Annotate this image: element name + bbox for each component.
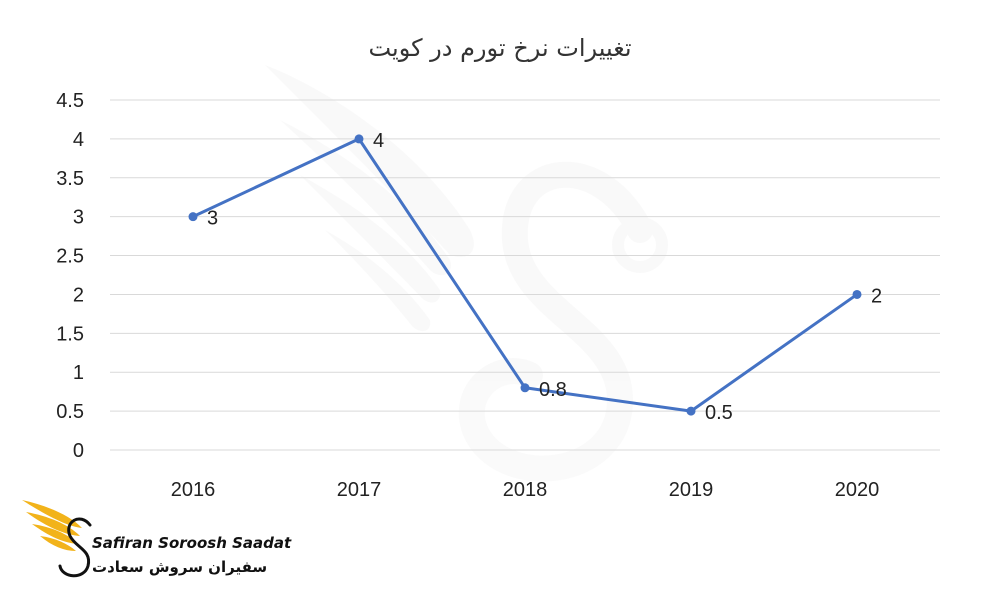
y-tick-label: 1.5 xyxy=(56,323,84,345)
x-axis-tick-labels: 2016 2017 2018 2019 2020 xyxy=(171,479,880,501)
brand-logo: Safiran Soroosh Saadat سفیران سروش سعادت xyxy=(22,500,292,578)
y-tick-label: 3.5 xyxy=(56,168,84,190)
data-label: 4 xyxy=(373,130,384,152)
y-tick-label: 3 xyxy=(73,207,84,229)
y-axis-tick-labels: 0 0.5 1 1.5 2 2.5 3 3.5 4 4.5 xyxy=(56,90,84,462)
x-tick-label: 2020 xyxy=(835,479,880,501)
x-tick-label: 2017 xyxy=(337,479,382,501)
brand-name-fa: سفیران سروش سعادت xyxy=(92,558,267,576)
y-tick-label: 4 xyxy=(73,129,84,151)
data-point xyxy=(686,406,696,416)
y-tick-label: 2 xyxy=(73,284,84,306)
x-tick-label: 2016 xyxy=(171,479,216,501)
data-point xyxy=(852,289,862,299)
data-point xyxy=(188,212,198,222)
y-tick-label: 4.5 xyxy=(56,90,84,112)
data-label: 3 xyxy=(207,208,218,230)
data-point xyxy=(520,383,530,393)
y-tick-label: 1 xyxy=(73,362,84,384)
data-label: 0.8 xyxy=(539,379,567,401)
y-tick-label: 0.5 xyxy=(56,401,84,423)
y-tick-label: 2.5 xyxy=(56,246,84,268)
wing-s-watermark-icon xyxy=(265,65,668,482)
chart-title: تغییرات نرخ تورم در کویت xyxy=(368,34,631,62)
brand-name-en: Safiran Soroosh Saadat xyxy=(92,534,292,552)
wing-logo-icon xyxy=(22,500,92,578)
data-label: 2 xyxy=(871,285,882,307)
x-tick-label: 2018 xyxy=(503,479,548,501)
series-inflation xyxy=(188,134,862,416)
data-label: 0.5 xyxy=(705,402,733,424)
data-labels: 3 4 0.8 0.5 2 xyxy=(207,130,882,424)
x-tick-label: 2019 xyxy=(669,479,714,501)
data-point xyxy=(354,134,364,144)
y-tick-label: 0 xyxy=(73,440,84,462)
